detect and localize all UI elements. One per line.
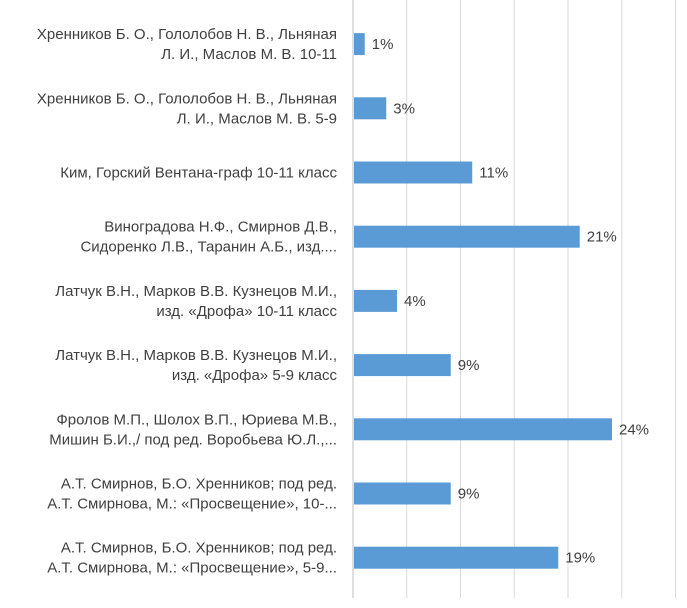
category-label: Хренников Б. О., Гололобов Н. В., Льняна… [37, 26, 337, 43]
grid-lines [352, 0, 676, 598]
data-label: 9% [458, 357, 480, 374]
category-label: Фролов М.П., Шолох В.П., Юриева М.В., [56, 411, 337, 428]
data-label: 3% [393, 100, 415, 117]
bars [354, 33, 612, 569]
bar [354, 418, 612, 441]
value-labels: 1% 3% 11% 21% 4% 9% 24% 9% 19% [372, 36, 649, 567]
category-labels: Хренников Б. О., Гололобов Н. В., Льняна… [37, 26, 338, 577]
bar [354, 161, 473, 184]
category-label: А.Т. Смирнов, Б.О. Хренников; под ред. [61, 476, 337, 493]
category-label: Л. И., Маслов М. В. 5-9 [177, 110, 337, 127]
data-label: 11% [479, 165, 508, 182]
bar [354, 225, 580, 248]
data-label: 9% [458, 486, 480, 503]
data-label: 19% [565, 550, 595, 567]
category-label: А.Т. Смирнова, М.: «Просвещение», 10-... [47, 496, 337, 513]
bar [354, 546, 559, 569]
category-label: Л. И., Маслов М. В. 10-11 [161, 46, 337, 63]
data-label: 4% [404, 293, 426, 310]
bar [354, 354, 451, 377]
category-label: Латчук В.Н., Марков В.В. Кузнецов М.И., [55, 347, 337, 364]
bar [354, 97, 387, 120]
category-label: А.Т. Смирнов, Б.О. Хренников; под ред. [61, 540, 337, 557]
data-label: 1% [372, 36, 394, 53]
bar [354, 33, 365, 56]
category-label: изд. «Дрофа» 5-9 класс [172, 367, 338, 384]
bar [354, 289, 397, 312]
category-label: Мишин Б.И.,/ под ред. Воробьева Ю.Л.,... [49, 431, 337, 448]
category-label: А.Т. Смирнова, М.: «Просвещение», 5-9... [47, 560, 337, 577]
category-label: изд. «Дрофа» 10-11 класс [156, 303, 337, 320]
data-label: 21% [587, 229, 617, 246]
category-label: Ким, Горский Вентана-граф 10-11 класс [60, 165, 337, 182]
category-label: Сидоренко Л.В., Таранин А.Б., изд.... [80, 239, 337, 256]
category-label: Виноградова Н.Ф., Смирнов Д.В., [104, 219, 337, 236]
bar [354, 482, 451, 505]
category-label: Хренников Б. О., Гололобов Н. В., Льняна… [37, 90, 337, 107]
data-label: 24% [619, 421, 649, 438]
category-label: Латчук В.Н., Марков В.В. Кузнецов М.И., [55, 283, 337, 300]
